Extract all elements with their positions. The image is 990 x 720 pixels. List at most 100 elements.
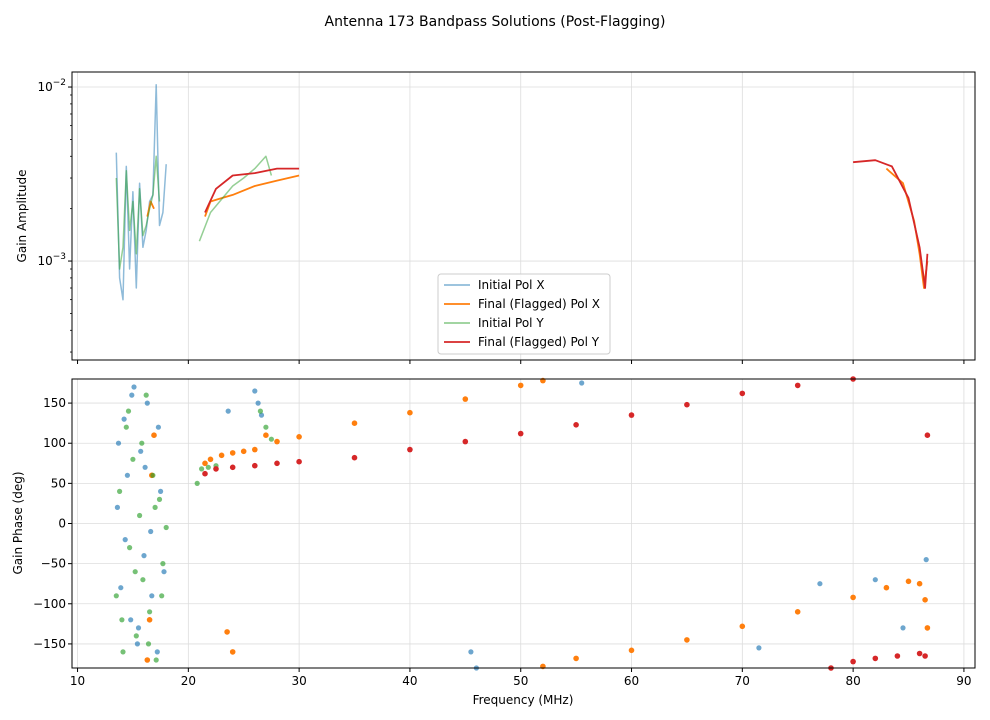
phase-point	[225, 408, 231, 414]
phase-point	[817, 581, 823, 587]
phase-point	[573, 422, 579, 428]
phase-point	[922, 597, 928, 603]
amplitude-ytick-label: 10−3	[37, 252, 66, 268]
amplitude-ylabel: Gain Amplitude	[15, 170, 29, 263]
phase-point	[684, 401, 690, 408]
phase-point	[252, 462, 258, 469]
phase-point	[202, 470, 208, 477]
phase-point	[517, 382, 524, 389]
phase-point	[924, 432, 931, 439]
phase-point	[149, 593, 155, 599]
phase-point	[229, 464, 236, 471]
phase-point	[125, 408, 132, 414]
figure-title: Antenna 173 Bandpass Solutions (Post-Fla…	[325, 14, 666, 30]
phase-point	[132, 569, 138, 575]
phase-point	[274, 438, 280, 445]
phase-point	[154, 649, 160, 655]
phase-point	[263, 432, 269, 439]
phase-point	[462, 396, 469, 402]
phase-point	[147, 609, 153, 615]
phase-point	[115, 440, 122, 446]
phase-point	[258, 412, 265, 418]
phase-point	[257, 408, 263, 414]
phase-point	[579, 380, 585, 386]
phase-point	[122, 537, 128, 543]
phase-point	[905, 578, 912, 585]
phase-point	[134, 641, 140, 647]
phase-point	[148, 528, 154, 535]
phase-point	[128, 617, 134, 623]
amplitude-panel: 10−2 10−3 Gain Amplitude Initial Pol X Fin…	[15, 71, 976, 364]
phase-point	[124, 472, 130, 478]
phase-xtick-label: 80	[845, 674, 860, 688]
phase-point	[229, 649, 236, 655]
phase-point	[296, 434, 302, 440]
phase-point	[756, 645, 762, 651]
phase-point	[296, 458, 302, 465]
phase-point	[407, 409, 413, 416]
amplitude-grid	[72, 72, 975, 360]
phase-xtick-label: 20	[181, 674, 196, 688]
amplitude-series-initial-y	[115, 155, 273, 270]
legend-label: Final (Flagged) Pol Y	[478, 335, 600, 349]
phase-point	[127, 545, 133, 551]
phase-point	[156, 496, 163, 502]
phase-point	[628, 412, 635, 418]
phase-point	[263, 424, 269, 430]
phase-point	[268, 436, 274, 442]
legend-label: Initial Pol Y	[478, 316, 544, 330]
phase-point	[150, 472, 156, 478]
amplitude-ticks: 10−2 10−3	[37, 78, 965, 364]
phase-point	[163, 524, 169, 531]
phase-point	[140, 577, 146, 583]
phase-point	[739, 623, 746, 630]
phase-series-final-y	[202, 376, 931, 671]
phase-series	[113, 376, 931, 671]
phase-point	[628, 647, 635, 654]
phase-point	[161, 569, 167, 575]
phase-point	[916, 580, 923, 587]
phase-point	[794, 382, 801, 389]
phase-point	[137, 512, 143, 519]
phase-xtick-label: 30	[291, 674, 306, 688]
legend-box	[437, 273, 611, 355]
phase-point	[146, 617, 153, 623]
phase-point	[205, 464, 211, 470]
phase-point	[133, 633, 139, 639]
phase-point	[468, 649, 474, 655]
phase-ytick-label: 150	[43, 396, 66, 410]
phase-point	[135, 625, 142, 631]
phase-point	[142, 464, 148, 470]
phase-point	[252, 446, 258, 453]
phase-point	[141, 553, 147, 559]
phase-point	[194, 480, 200, 486]
phase-point	[255, 400, 261, 406]
phase-point	[143, 392, 149, 398]
amplitude-ytick-label: 10−2	[37, 78, 66, 94]
phase-point	[129, 392, 135, 398]
phase-point	[144, 657, 151, 663]
phase-point	[351, 420, 358, 427]
phase-ytick-label: 100	[43, 436, 66, 450]
phase-series-final-x	[144, 377, 931, 670]
phase-ytick-label: −50	[41, 557, 66, 571]
phase-xtick-label: 10	[70, 674, 85, 688]
phase-point	[117, 488, 123, 494]
phase-point	[121, 416, 127, 422]
phase-ytick-label: −150	[33, 637, 66, 651]
phase-point	[138, 448, 144, 454]
phase-point	[144, 400, 150, 406]
phase-point	[113, 593, 119, 599]
phase-point	[252, 388, 258, 394]
phase-xtick-label: 50	[513, 674, 528, 688]
phase-point	[850, 594, 856, 601]
phase-point	[462, 438, 469, 445]
phase-point	[240, 448, 247, 455]
phase-xtick-label: 60	[624, 674, 639, 688]
phase-point	[120, 649, 126, 655]
phase-point	[130, 456, 136, 462]
amplitude-series-final-x	[146, 167, 929, 289]
phase-xtick-label: 70	[735, 674, 750, 688]
amplitude-series	[115, 84, 929, 301]
phase-point	[160, 561, 166, 567]
